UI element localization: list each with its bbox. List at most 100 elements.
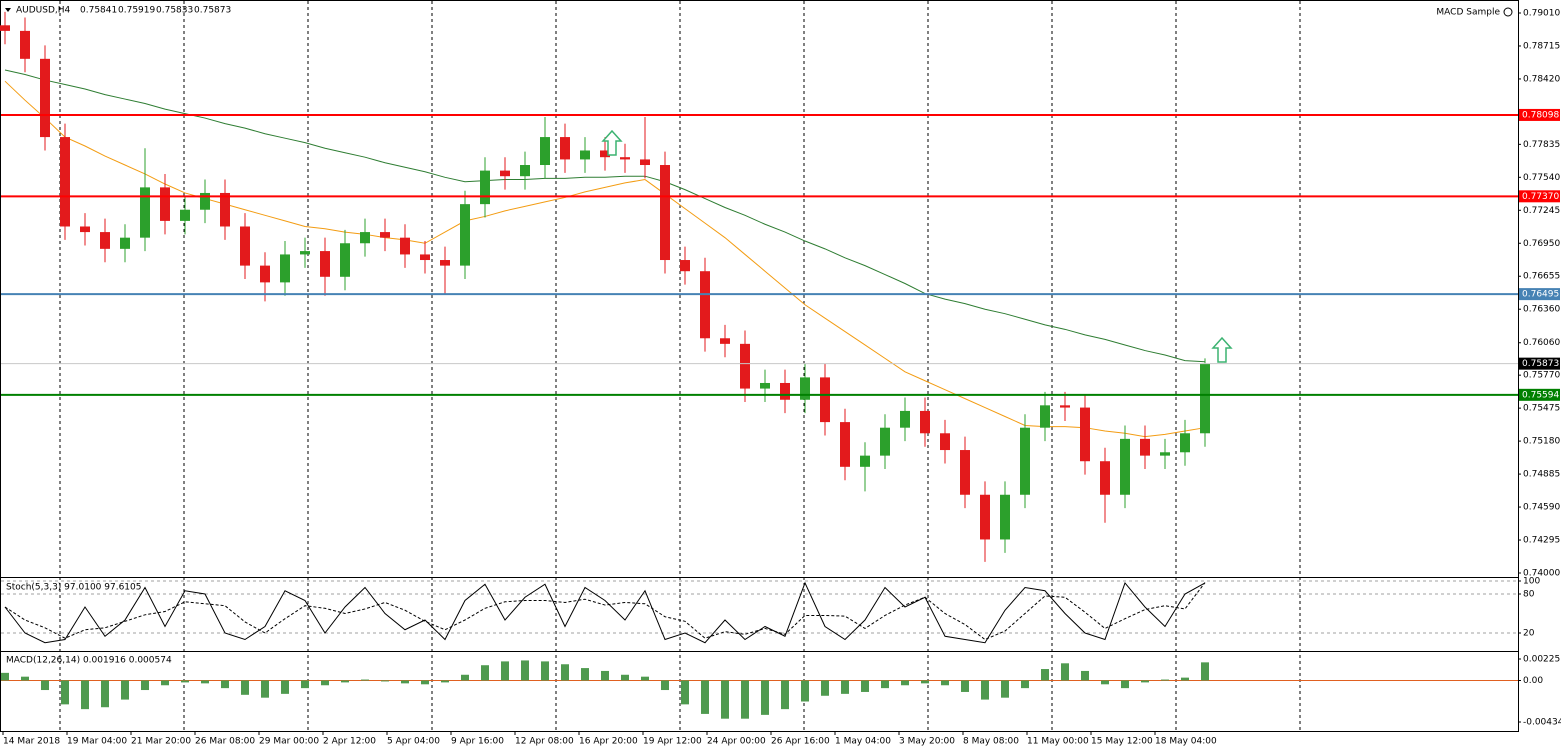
menu-triangle	[5, 8, 11, 12]
histogram-bar	[401, 680, 409, 684]
candle-body	[120, 237, 130, 249]
candle-body	[1120, 438, 1130, 495]
level-label-box	[1519, 288, 1560, 301]
candle-body	[760, 382, 770, 389]
candle-body	[440, 260, 450, 266]
y-tick-label: 0.74295	[1523, 536, 1560, 546]
candle-body	[1180, 433, 1190, 453]
candle-body	[580, 150, 590, 160]
candle-body	[200, 192, 210, 210]
histogram-bar	[921, 680, 929, 684]
x-tick-label: 18 May 04:00	[1155, 737, 1217, 747]
histogram-bar	[1161, 679, 1169, 681]
histogram-bar	[201, 680, 209, 684]
macd-panel	[0, 651, 1519, 732]
histogram-bar	[821, 680, 829, 696]
histogram-bar	[181, 680, 189, 683]
candle-body	[460, 204, 470, 266]
candle-body	[1200, 363, 1210, 434]
candle-body	[600, 150, 610, 158]
histogram-bar	[941, 680, 949, 686]
candle-body	[700, 271, 710, 339]
x-tick-label: 19 Mar 04:00	[67, 737, 127, 747]
y-tick-label: 0.75180	[1523, 437, 1560, 447]
histogram-bar	[661, 680, 669, 691]
y-tick-label: 0.74000	[1523, 569, 1560, 579]
candle-body	[740, 343, 750, 389]
y-tick-label: 0.76950	[1523, 239, 1560, 249]
quote-high: 0.75919	[118, 6, 155, 16]
histogram-bar	[481, 665, 489, 681]
candle-body	[1140, 438, 1150, 456]
macd-title: MACD(12,26,14) 0.001916 0.000574	[6, 656, 172, 666]
histogram-bar	[621, 674, 629, 681]
y-tick-label: 0.76060	[1523, 338, 1560, 348]
histogram-bar	[361, 679, 369, 681]
candle-body	[720, 338, 730, 344]
x-tick-label: 11 May 00:00	[1027, 737, 1089, 747]
histogram-bar	[421, 680, 429, 685]
candle-body	[100, 232, 110, 249]
candle-body	[900, 410, 910, 428]
candle-body	[80, 226, 90, 233]
x-tick-label: 26 Mar 08:00	[195, 737, 255, 747]
histogram-bar	[1021, 680, 1029, 689]
histogram-bar	[81, 680, 89, 710]
x-tick-label: 2 Apr 12:00	[323, 737, 376, 747]
candle-body	[360, 232, 370, 244]
candle-body	[1040, 405, 1050, 428]
buy-arrow	[1211, 336, 1233, 363]
histogram-bar	[601, 670, 609, 681]
level-label: 0.76495	[1522, 290, 1559, 300]
plot	[0, 11, 1518, 719]
level-label: 0.75873	[1522, 359, 1559, 369]
candle-body	[20, 30, 30, 59]
candle-body	[400, 237, 410, 255]
candle-body	[480, 170, 490, 205]
y-tick-label: 0.74885	[1523, 470, 1560, 480]
histogram-bar	[561, 664, 569, 681]
histogram-bar	[781, 680, 789, 710]
x-tick-label: 19 Apr 12:00	[643, 737, 702, 747]
x-tick-label: 8 May 08:00	[963, 737, 1019, 747]
candle-body	[1000, 494, 1010, 540]
histogram-bar	[521, 660, 529, 681]
histogram-bar	[1041, 669, 1049, 681]
candle-body	[640, 159, 650, 166]
x-tick-label: 1 May 04:00	[835, 737, 891, 747]
level-label: 0.77370	[1522, 192, 1559, 202]
candle-body	[840, 422, 850, 467]
x-tick-label: 21 Mar 20:00	[131, 737, 191, 747]
y-tick-label: 0.77835	[1523, 140, 1560, 150]
y-tick-label: 0.76655	[1523, 272, 1560, 282]
histogram-bar	[221, 680, 229, 689]
y-tick-label: 0.75770	[1523, 371, 1560, 381]
expert-name: MACD Sample	[1436, 8, 1500, 18]
oscillator-line	[4, 582, 1206, 641]
candle-body	[780, 382, 790, 400]
candle-body	[860, 455, 870, 467]
histogram-bar	[741, 680, 749, 719]
candle-body	[1160, 452, 1170, 456]
candle-body	[1100, 461, 1110, 495]
candle-body	[380, 232, 390, 238]
candle-body	[280, 254, 290, 283]
y-tick-label: 0.74590	[1523, 503, 1560, 513]
candle-body	[660, 165, 670, 261]
histogram-bar	[121, 680, 129, 700]
histogram-bar	[541, 661, 549, 681]
quote-open: 0.75841	[80, 6, 117, 16]
candle-body	[220, 192, 230, 227]
y-tick-label: 0.78420	[1523, 74, 1560, 84]
y-tick-label: 0.002251	[1523, 655, 1561, 665]
x-tick-label: 12 Apr 08:00	[515, 737, 574, 747]
candle-body	[540, 137, 550, 166]
vertical-grid	[59, 1, 1301, 731]
candle-body	[1080, 407, 1090, 462]
x-tick-label: 15 May 12:00	[1091, 737, 1153, 747]
histogram-bar	[321, 680, 329, 686]
candle-body	[160, 187, 170, 221]
histogram-bar	[381, 680, 389, 682]
